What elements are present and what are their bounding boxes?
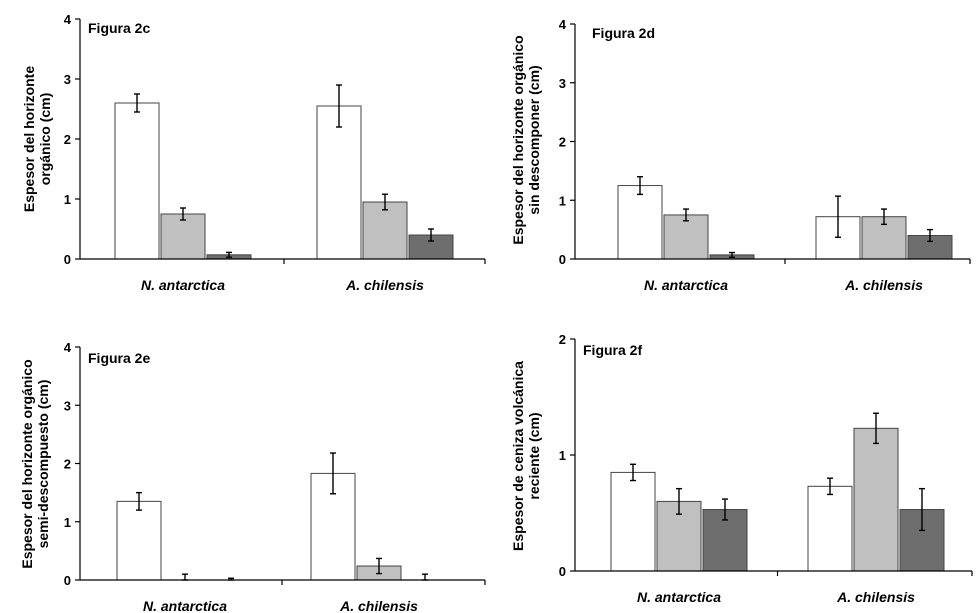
bar [610,471,656,572]
error-bar [136,491,142,511]
y-tick-label: 4 [559,17,567,32]
panel-title: Figura 2f [583,342,642,358]
x-category-label: N. antarctica [141,277,225,293]
y-axis-title-line: Espesor del horizonte orgánico [510,35,526,244]
y-axis-title-line: orgánico (cm) [37,93,53,186]
error-bar [676,487,682,515]
error-bar [134,93,140,113]
y-tick-label: 3 [64,72,71,87]
error-bar [729,251,735,258]
bar [116,500,162,581]
x-category-label: A. chilensis [836,589,915,605]
x-category-label: A. chilensis [844,277,923,293]
error-bar [376,557,382,575]
panel-title: Figura 2e [88,350,150,366]
error-bar [428,228,434,242]
error-bar [422,573,428,581]
error-bar [336,84,342,128]
error-bar [182,573,188,581]
y-tick-label: 2 [559,135,566,150]
y-tick-label: 0 [64,252,71,267]
y-axis-title: Espesor del horizonte orgánicosemi-desco… [19,359,51,568]
x-category-label: A. chilensis [345,277,424,293]
error-bar [637,176,643,196]
error-bar [683,208,689,222]
bar [663,214,709,260]
y-axis-title-line: reciente (cm) [526,412,542,499]
y-axis-title: Espesor del horizonte orgánicosin descom… [510,35,542,244]
panel-title: Figura 2d [592,25,655,41]
y-tick-label: 1 [559,448,566,463]
bar [853,427,899,572]
chart-panel-3: 0 1 2 3 4 N. antarctica A. chilensis Figura 2e E… [19,340,486,613]
bar [362,201,408,260]
error-bar [827,477,833,496]
error-bar [919,487,925,532]
y-tick-label: 0 [64,573,71,588]
y-tick-label: 0 [559,564,566,579]
x-category-label: N. antarctica [644,277,728,293]
y-tick-label: 1 [559,193,566,208]
y-tick-label: 1 [64,192,71,207]
y-tick-label: 1 [64,515,71,530]
y-tick-label: 4 [64,12,72,27]
error-bar [927,228,933,243]
error-bar [180,207,186,221]
bar [160,213,206,260]
error-bar [330,452,336,495]
bar [316,105,362,260]
error-bar [835,195,841,238]
y-axis-title-line: semi-descompuesto (cm) [35,380,51,549]
error-bar [226,251,232,258]
bar [617,185,663,260]
y-tick-label: 2 [64,132,71,147]
y-tick-label: 3 [559,76,566,91]
y-tick-label: 2 [64,457,71,472]
y-axis-title: Espesor de ceniza volcánicareciente (cm) [510,361,542,551]
panel-title: Figura 2c [88,20,150,36]
y-tick-label: 3 [64,398,71,413]
y-tick-label: 4 [64,340,72,355]
error-bar [722,498,728,521]
chart-panel-1: 0 1 2 3 4 N. antarctica A. chilensis Figura 2c E… [21,12,486,293]
y-axis-title: Espesor del horizonteorgánico (cm) [21,66,53,212]
chart-panel-4: 0 1 2 N. antarctica A. chilensis Figura 2f Esp… [510,332,973,605]
y-axis-title-line: Espesor de ceniza volcánica [510,361,526,551]
x-category-label: N. antarctica [143,598,227,613]
x-category-label: N. antarctica [637,589,721,605]
x-category-label: A. chilensis [339,598,418,613]
error-bar [881,208,887,226]
y-tick-label: 0 [559,252,566,267]
error-bar [873,412,879,445]
error-bar [630,463,636,482]
y-axis-title-line: Espesor del horizonte [21,66,37,212]
y-axis-title-line: sin descomponer (cm) [526,65,542,214]
chart-panel-2: 0 1 2 3 4 N. antarctica A. chilensis Figura 2d E… [510,17,971,293]
bar [807,485,853,572]
y-axis-title-line: Espesor del horizonte orgánico [19,359,35,568]
bar [114,102,160,260]
y-tick-label: 2 [559,332,566,347]
error-bar [382,193,388,211]
